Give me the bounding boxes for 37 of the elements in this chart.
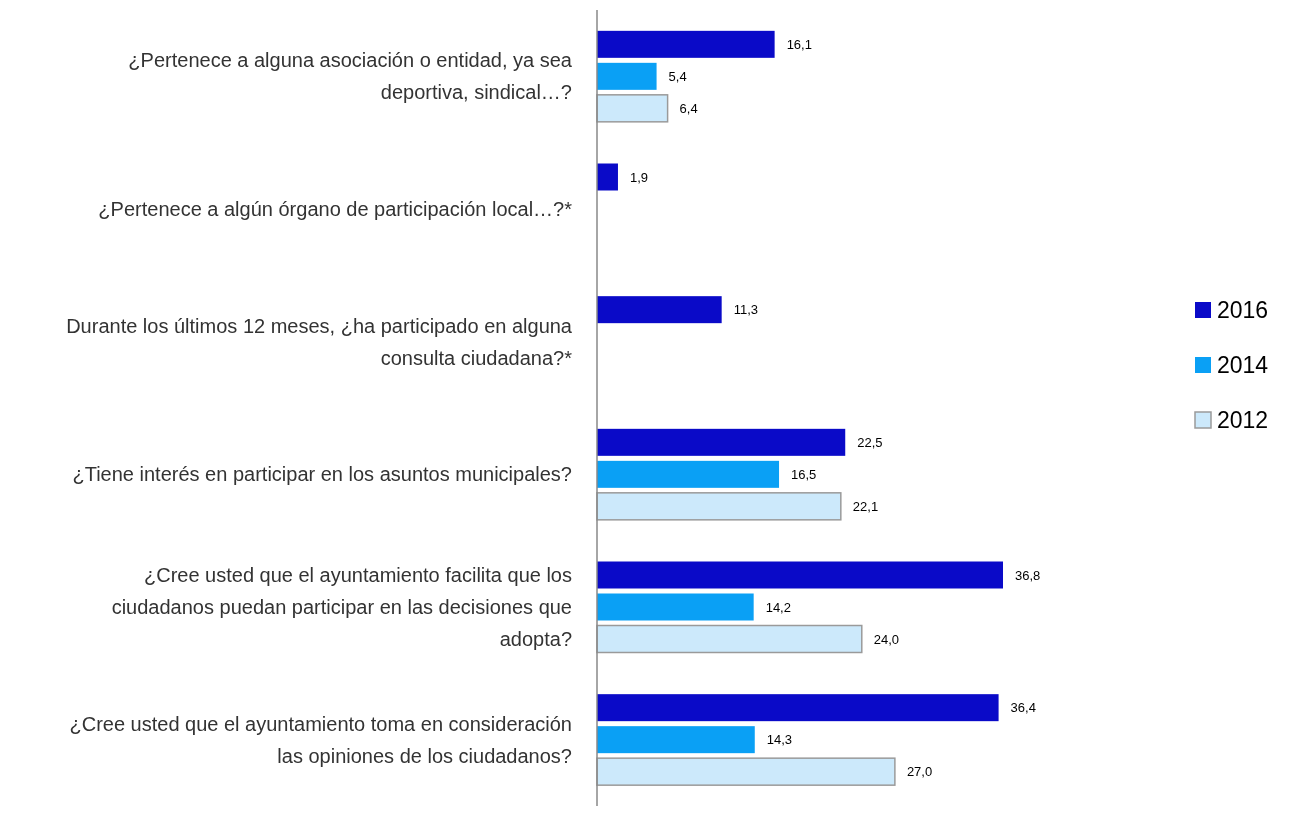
legend-label: 2012 bbox=[1217, 407, 1269, 433]
y-tick-label: ¿Cree usted que el ayuntamiento toma en consideración las opiniones de los ciudadanos? bbox=[69, 712, 572, 767]
data-label: 36,4 bbox=[1010, 700, 1036, 716]
data-label: 16,5 bbox=[791, 466, 817, 482]
data-label: 36,8 bbox=[1015, 567, 1041, 583]
y-tick-label: ¿Cree usted que el ayuntamiento facilita que los ciudadanos puedan participar en las decisiones que adopta? bbox=[111, 564, 572, 650]
data-label: 6,4 bbox=[679, 100, 698, 116]
bar bbox=[597, 694, 999, 722]
bar bbox=[596, 492, 842, 521]
bar bbox=[596, 624, 863, 654]
legend-label: 2014 bbox=[1217, 352, 1269, 378]
data-label: 11,3 bbox=[733, 302, 759, 318]
data-label: 24,0 bbox=[873, 631, 900, 647]
bar bbox=[597, 428, 846, 456]
bar bbox=[597, 62, 657, 90]
data-label: 14,3 bbox=[766, 732, 793, 748]
bar bbox=[597, 726, 755, 754]
y-tick-label: ¿Pertenece a algún órgano de participación local…?* bbox=[98, 198, 573, 220]
data-label: 16,1 bbox=[786, 36, 812, 52]
bar bbox=[597, 593, 754, 621]
data-label: 5,4 bbox=[668, 68, 687, 84]
bar bbox=[596, 94, 669, 123]
data-label: 22,5 bbox=[857, 434, 883, 450]
bar bbox=[597, 460, 780, 488]
bar bbox=[597, 296, 722, 324]
bar bbox=[597, 163, 618, 191]
y-tick-label: ¿Pertenece a alguna asociación o entidad, ya sea deportiva, sindical…? bbox=[128, 49, 573, 104]
data-label: 27,0 bbox=[906, 764, 933, 780]
legend-label: 2016 bbox=[1217, 297, 1269, 323]
bar bbox=[597, 561, 1003, 589]
y-tick-label: ¿Tiene interés en participar en los asuntos municipales? bbox=[72, 463, 572, 486]
data-label: 22,1 bbox=[852, 498, 879, 514]
bar bbox=[596, 757, 896, 786]
data-label: 1,9 bbox=[629, 169, 649, 185]
y-tick-label: Durante los últimos 12 meses, ¿ha participado en alguna consulta ciudadana?* bbox=[66, 314, 573, 369]
data-label: 14,2 bbox=[765, 599, 791, 615]
bar bbox=[597, 30, 775, 58]
